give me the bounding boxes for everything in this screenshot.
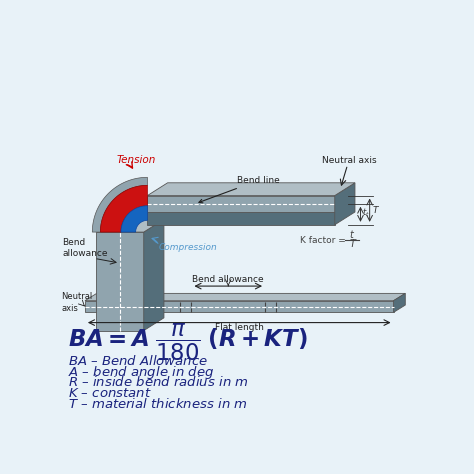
Polygon shape bbox=[147, 212, 335, 225]
Text: Neutral axis: Neutral axis bbox=[322, 156, 376, 165]
Polygon shape bbox=[147, 183, 355, 196]
Text: $\mathit{A}$ – bend angle in deg: $\mathit{A}$ – bend angle in deg bbox=[68, 364, 215, 381]
Text: $\mathit{T}$ – material thickness in m: $\mathit{T}$ – material thickness in m bbox=[68, 397, 248, 410]
Text: $T$: $T$ bbox=[349, 237, 357, 249]
Polygon shape bbox=[96, 232, 144, 331]
Polygon shape bbox=[144, 219, 164, 331]
Text: Bend allowance: Bend allowance bbox=[192, 275, 264, 284]
Text: $\mathit{K}$ – constant: $\mathit{K}$ – constant bbox=[68, 387, 152, 400]
Text: $t$: $t$ bbox=[349, 228, 355, 239]
Polygon shape bbox=[335, 183, 355, 225]
Text: Flat length: Flat length bbox=[215, 323, 264, 332]
Polygon shape bbox=[85, 293, 405, 301]
Polygon shape bbox=[121, 206, 147, 232]
Polygon shape bbox=[96, 219, 164, 232]
Text: $\mathit{R}$ – inside bend radius in m: $\mathit{R}$ – inside bend radius in m bbox=[68, 375, 249, 390]
Polygon shape bbox=[92, 177, 147, 232]
Text: $\boldsymbol{BA = A\;\dfrac{\pi}{180}\;(R + KT)}$: $\boldsymbol{BA = A\;\dfrac{\pi}{180}\;(… bbox=[68, 322, 308, 363]
Text: $t_t$: $t_t$ bbox=[362, 207, 370, 219]
Text: Neutral
axis: Neutral axis bbox=[61, 292, 92, 312]
Text: K factor =: K factor = bbox=[300, 236, 346, 245]
Text: Bend
allowance: Bend allowance bbox=[62, 237, 108, 258]
Text: Bend line: Bend line bbox=[199, 176, 280, 203]
Text: Compression: Compression bbox=[158, 243, 217, 252]
Text: $T$: $T$ bbox=[372, 204, 380, 215]
Polygon shape bbox=[147, 196, 335, 212]
Text: Tension: Tension bbox=[116, 155, 155, 165]
Text: $\mathit{BA}$ – Bend Allowance: $\mathit{BA}$ – Bend Allowance bbox=[68, 354, 209, 368]
Polygon shape bbox=[393, 293, 405, 312]
Polygon shape bbox=[100, 185, 147, 232]
Polygon shape bbox=[85, 301, 393, 312]
